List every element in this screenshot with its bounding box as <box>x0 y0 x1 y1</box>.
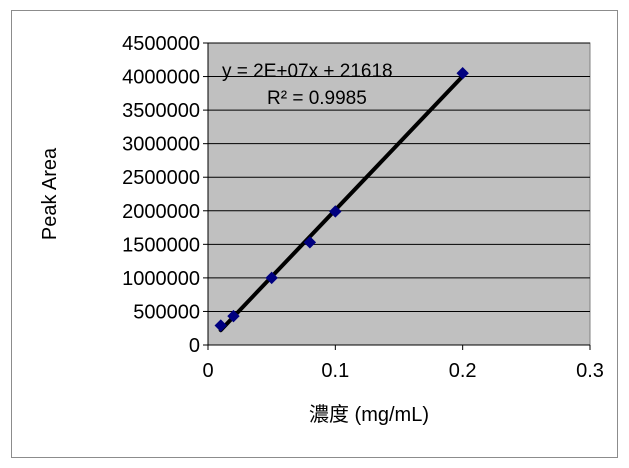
trendline-equation: y = 2E+07x + 21618 <box>222 61 393 82</box>
y-tick-label: 2500000 <box>122 167 200 189</box>
x-tick-label: 0.1 <box>321 360 349 382</box>
data-point <box>456 66 469 80</box>
y-tick-label: 2000000 <box>122 201 200 223</box>
r-squared-label: R² = 0.9985 <box>267 88 367 109</box>
y-tick-label: 3000000 <box>122 134 200 156</box>
x-tick-label: 0.2 <box>449 360 477 382</box>
y-axis-title: Peak Area <box>39 147 61 240</box>
y-tick-labels: 0 500000 1000000 1500000 2000000 2500000 30000… <box>122 33 200 357</box>
data-points <box>214 66 469 332</box>
chart-area: 0 500000 1000000 1500000 2000000 2500000 30000… <box>11 10 618 458</box>
y-tick-label: 1000000 <box>122 268 200 290</box>
chart-svg: 0 500000 1000000 1500000 2000000 2500000 30000… <box>39 33 604 426</box>
y-tick-label: 4000000 <box>122 67 200 89</box>
data-point <box>227 309 240 323</box>
x-axis-title: 濃度 (mg/mL) <box>309 403 429 426</box>
data-point <box>214 319 227 332</box>
data-point <box>265 271 278 285</box>
data-point <box>329 205 342 218</box>
x-tick-label: 0.3 <box>576 360 604 382</box>
trendline <box>218 74 465 333</box>
data-point <box>303 236 317 249</box>
y-tick-label: 3500000 <box>122 100 200 122</box>
x-tick-labels: 0 0.1 0.2 0.3 <box>202 360 603 382</box>
axes <box>203 42 591 350</box>
y-tick-label: 4500000 <box>122 33 200 55</box>
plot-area <box>207 42 591 346</box>
y-tick-label: 500000 <box>133 301 200 323</box>
y-tick-label: 0 <box>189 335 200 357</box>
y-tick-label: 1500000 <box>122 234 200 256</box>
x-tick-label: 0 <box>202 360 213 382</box>
